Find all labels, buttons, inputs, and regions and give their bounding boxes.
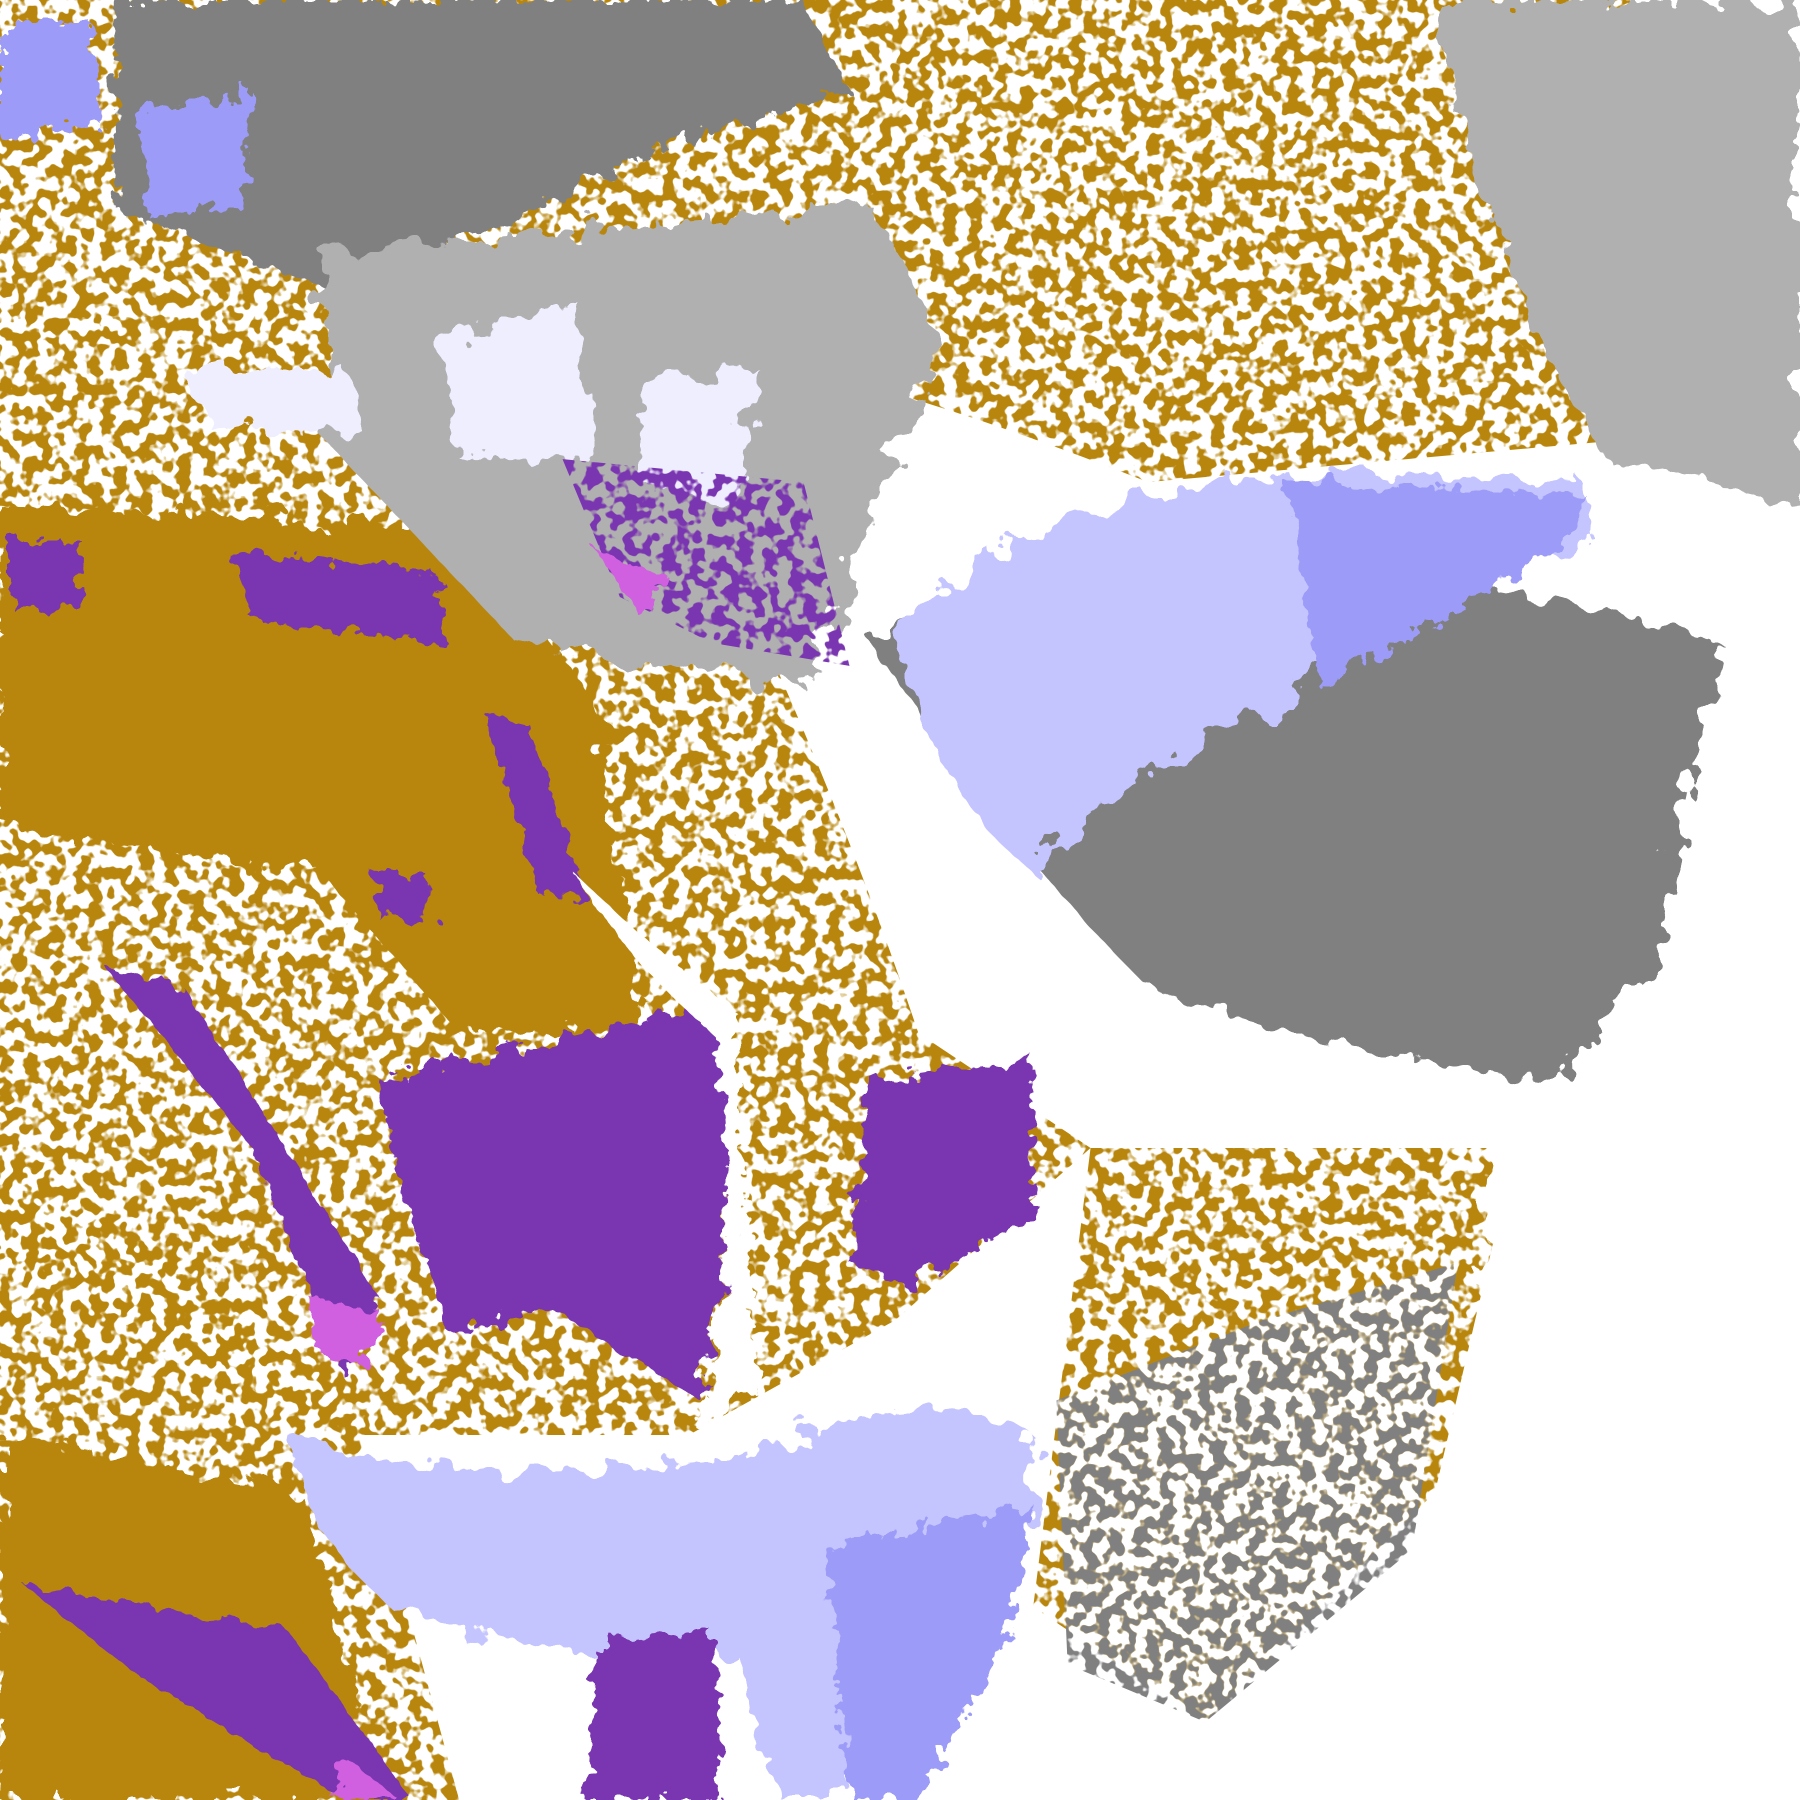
periwinkle-south <box>826 1503 1034 1800</box>
purple-region-center <box>378 1010 735 1401</box>
purple-region-south <box>22 1584 724 1800</box>
lavender-pale-clouds <box>183 298 758 506</box>
gray-north-east <box>1434 0 1800 506</box>
periwinkle-east <box>1285 482 1585 689</box>
purple-diagonal-west <box>103 964 379 1378</box>
purple-region-northwest <box>11 539 448 643</box>
clear-channel-center <box>573 872 758 1435</box>
gray-north <box>114 0 850 299</box>
purple-streak-middle <box>378 711 586 919</box>
gray-south-east <box>1056 1262 1458 1722</box>
purple-region-east <box>849 1056 1034 1286</box>
periwinkle-northwest <box>0 22 253 219</box>
clear-area-east <box>1320 803 1800 1800</box>
gold-dense-west <box>0 505 643 1034</box>
purple-cluster-north <box>562 459 850 666</box>
